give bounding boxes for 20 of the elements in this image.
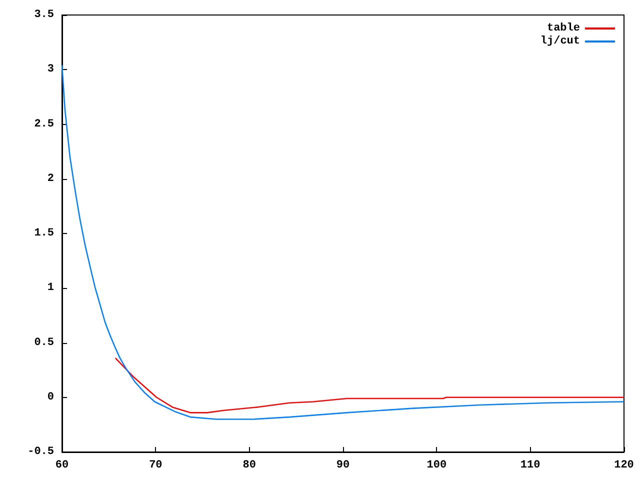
y-tick-label: 0.5 bbox=[34, 336, 54, 349]
line-series bbox=[114, 357, 625, 414]
x-tick-label: 100 bbox=[426, 460, 447, 472]
y-tick-label: 3.5 bbox=[34, 9, 54, 21]
y-tick-label: 3 bbox=[47, 64, 54, 76]
x-tick-label: 90 bbox=[336, 460, 350, 472]
y-tick-label: 2 bbox=[47, 172, 54, 185]
x-tick-label: 120 bbox=[614, 460, 634, 472]
y-tick-label: 1 bbox=[47, 282, 54, 294]
legend-label: table bbox=[546, 22, 580, 34]
x-tick-label: 80 bbox=[242, 460, 256, 472]
x-tick-label: 60 bbox=[55, 460, 69, 472]
x-tick-label: 70 bbox=[149, 460, 162, 472]
y-tick-label: 0 bbox=[47, 391, 54, 404]
y-tick-label: -0.5 bbox=[28, 446, 54, 458]
y-tick-label: 2.5 bbox=[34, 118, 54, 130]
line-series bbox=[61, 64, 625, 420]
x-tick-label: 110 bbox=[520, 460, 540, 472]
legend-label: lj/cut bbox=[540, 36, 580, 48]
y-tick-label: 1.5 bbox=[34, 228, 54, 240]
